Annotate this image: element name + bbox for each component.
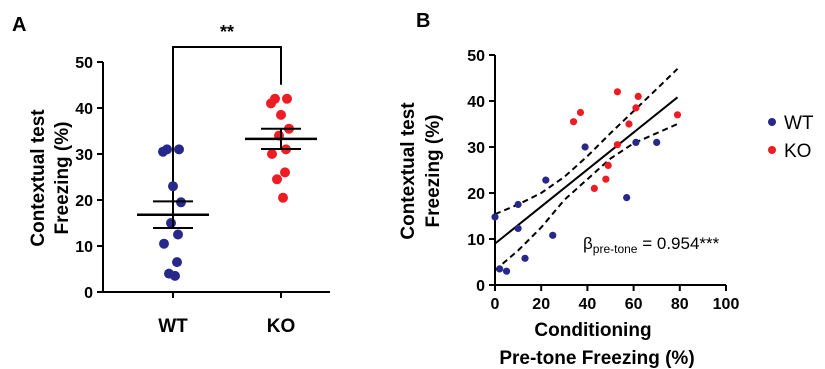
panel-b-y-tick-label: 0 <box>476 278 485 295</box>
significance-stars: ** <box>220 22 234 42</box>
panel-a-y-tick-label: 0 <box>84 285 93 302</box>
panel-a-point-wt <box>174 144 184 155</box>
panel-b-ylabel-line1: Contextual test <box>398 102 419 240</box>
panel-b-label: B <box>416 10 430 32</box>
ci-upper-line <box>494 68 679 216</box>
panel-a-significance: ** <box>172 22 282 215</box>
panel-a-ylabel-line1: Contextual test <box>28 109 49 247</box>
panel-a-ylabel-line2: Freezing (%) <box>52 122 73 235</box>
panel-b-y-tick-label: 50 <box>467 48 485 65</box>
panel-a-point-ko <box>267 149 277 159</box>
panel-a-label: A <box>12 14 26 36</box>
panel-b-y-tick-label: 30 <box>467 140 485 157</box>
panel-a-point-wt <box>173 229 183 240</box>
panel-a-y-tick-label: 10 <box>75 239 93 256</box>
legend: WT KO <box>768 113 814 162</box>
panel-a-mean-sem <box>137 127 317 230</box>
panel-b-point-wt <box>514 224 522 233</box>
legend-ko-label: KO <box>784 141 811 162</box>
panel-b-point-wt <box>542 176 550 184</box>
panel-b-point-wt <box>496 265 504 273</box>
panel-a-point-ko <box>272 174 282 185</box>
panel-b-x-tick-label: 60 <box>625 296 643 313</box>
panel-a-point-wt <box>170 270 180 281</box>
panel-a-point-ko <box>278 192 288 203</box>
panel-a-point-ko <box>282 93 292 104</box>
panel-b-point-wt <box>521 254 529 262</box>
beta-annotation: βpre-tone = 0.954*** <box>583 234 720 256</box>
panel-b-point-ko <box>673 111 682 119</box>
panel-a-y-tick-label: 40 <box>75 101 93 118</box>
panel-b-point-wt <box>491 213 499 221</box>
panel-b-axes: 0 10 20 30 40 50 0 20 40 60 80 100 <box>467 48 739 313</box>
panel-b-point-wt <box>514 200 522 209</box>
significance-bracket <box>172 46 282 215</box>
panel-a-point-wt <box>158 146 168 157</box>
panel-b-regression <box>494 68 679 272</box>
panel-a-x-tick-label: WT <box>158 316 188 337</box>
panel-b-point-ko <box>602 175 610 183</box>
regression-line <box>494 96 679 245</box>
legend-ko-marker <box>768 146 776 154</box>
panel-b-point-ko <box>590 184 598 192</box>
panel-a-point-ko <box>266 98 276 109</box>
panel-b-y-tick-label: 10 <box>467 232 485 249</box>
panel-a-point-wt <box>172 257 182 268</box>
panel-a-point-wt <box>159 238 169 249</box>
panel-b-point-ko <box>604 161 612 169</box>
panel-b-point-wt <box>623 194 631 202</box>
panel-b-x-tick-label: 80 <box>671 296 689 313</box>
panel-a-point-wt <box>168 181 178 192</box>
panel-a-y-tick-label: 50 <box>75 55 93 72</box>
panel-a-x-tick-label: KO <box>267 316 296 337</box>
panel-b-ylabel-line2: Freezing (%) <box>423 115 444 228</box>
panel-a-y-tick-label: 20 <box>75 193 93 210</box>
panel-b-point-ko <box>634 92 642 100</box>
panel-a-point-wt <box>166 218 176 228</box>
panel-b-point-wt <box>549 231 557 239</box>
panel-b-points <box>491 88 682 275</box>
panel-b-point-ko <box>632 104 640 112</box>
ci-lower-line <box>494 123 678 272</box>
panel-b-xlabel-line2: Pre-tone Freezing (%) <box>499 348 694 369</box>
panel-b-x-tick-label: 20 <box>532 296 550 313</box>
panel-b-point-ko <box>613 88 622 96</box>
panel-b-y-tick-label: 20 <box>467 186 485 203</box>
legend-wt-marker <box>768 118 776 126</box>
panel-b-x-tick-label: 0 <box>491 296 500 313</box>
panel-b-point-wt <box>581 143 589 151</box>
panel-a-point-ko <box>276 109 286 120</box>
panel-b-point-ko <box>613 141 622 149</box>
panel-b-x-tick-label: 40 <box>579 296 597 313</box>
panel-a-chart: 0 10 20 30 40 50 WT KO ** Contextual test Freez… <box>28 22 330 337</box>
panel-b-point-wt <box>502 267 511 275</box>
panel-a-axes: 0 10 20 30 40 50 WT KO <box>75 55 330 337</box>
panel-a-point-ko <box>280 167 290 178</box>
panel-a-y-tick-label: 30 <box>75 147 93 164</box>
panel-b-point-ko <box>576 108 585 117</box>
panel-b-point-ko <box>569 118 578 126</box>
beta-symbol: β <box>583 234 593 253</box>
panel-a-points <box>158 93 294 281</box>
panel-b-point-wt <box>632 138 640 146</box>
panel-b-point-ko <box>625 120 633 128</box>
panel-b-xlabel-line1: Conditioning <box>534 320 651 341</box>
panel-b-point-wt <box>653 138 661 146</box>
beta-value: = 0.954*** <box>637 234 719 253</box>
beta-subscript: pre-tone <box>593 242 638 256</box>
legend-wt-label: WT <box>784 113 814 134</box>
panel-b-y-tick-label: 40 <box>467 94 485 111</box>
panel-b-x-tick-label: 100 <box>713 296 740 313</box>
